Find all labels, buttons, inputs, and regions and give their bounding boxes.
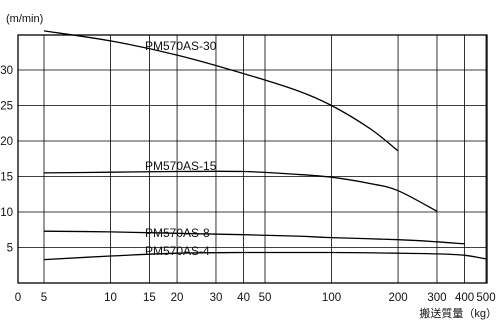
x-tick-label: 400 <box>455 292 474 304</box>
x-tick-label: 30 <box>210 292 223 304</box>
y-tick-label: 10 <box>0 207 13 219</box>
x-tick-label: 40 <box>237 292 250 304</box>
series-label-PM570AS-30: PM570AS-30 <box>145 39 217 53</box>
x-tick-label: 0 <box>15 292 21 304</box>
series-lines <box>43 30 487 261</box>
x-tick-label: 500 <box>476 292 495 304</box>
series-line-PM570AS-8 <box>43 230 465 245</box>
x-tick-labels: 0 5 10 15 20 30 40 50 100 200 300 400 500 <box>15 292 496 304</box>
y-tick-label: 25 <box>0 101 13 113</box>
series-line-PM570AS-4 <box>43 251 487 261</box>
series-line-PM570AS-30 <box>43 30 399 152</box>
series-labels: PM570AS-30 PM570AS-15 PM570AS-8 PM570AS-4 <box>145 39 217 258</box>
y-tick-labels: 5 10 15 20 25 30 <box>0 65 13 255</box>
y-tick-label: 20 <box>0 136 13 148</box>
x-axis-label: 搬送質量（kg） <box>419 306 497 320</box>
series-line-PM570AS-15 <box>43 170 438 212</box>
series-label-PM570AS-15: PM570AS-15 <box>145 159 217 173</box>
x-tick-label: 100 <box>322 292 341 304</box>
x-tick-label: 5 <box>41 292 47 304</box>
x-tick-label: 300 <box>427 292 446 304</box>
plot-frame <box>17 34 488 284</box>
grid-lines <box>18 35 487 283</box>
y-axis-label: (m/min) <box>6 13 43 25</box>
x-tick-label: 10 <box>104 292 117 304</box>
x-tick-label: 50 <box>259 292 272 304</box>
x-tick-label: 200 <box>388 292 407 304</box>
y-tick-label: 5 <box>7 243 13 255</box>
series-label-PM570AS-8: PM570AS-8 <box>145 226 210 240</box>
x-tick-label: 15 <box>143 292 156 304</box>
x-tick-label: 20 <box>171 292 184 304</box>
series-label-PM570AS-4: PM570AS-4 <box>145 244 210 258</box>
y-tick-label: 30 <box>0 65 13 77</box>
y-tick-label: 15 <box>0 172 13 184</box>
